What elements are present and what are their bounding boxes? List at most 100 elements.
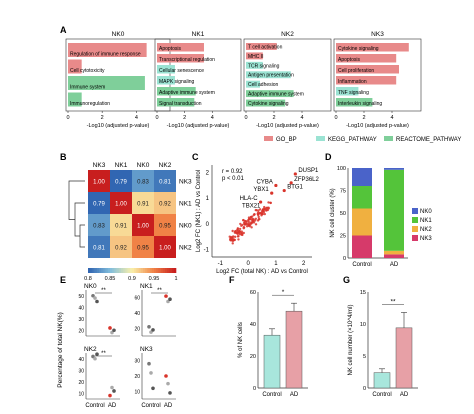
panel-letter-g: G [343, 275, 350, 285]
ad-sample-dot [164, 374, 168, 378]
bar [263, 334, 281, 389]
bar [395, 327, 413, 389]
legend-label: NK0 [420, 209, 432, 215]
heatmap-cell [110, 192, 132, 214]
y-tick-label: 60 [250, 290, 256, 296]
heatmap-cell [110, 170, 132, 192]
heatmap-cell [132, 170, 154, 192]
labeled-gene-point [274, 183, 278, 188]
heatmap-dendrogram [68, 180, 85, 248]
colorbar-segment [110, 268, 113, 273]
colorbar-tick-label: 0.85 [105, 276, 116, 282]
x-category-label: Control [352, 262, 371, 268]
colorbar-segment [149, 268, 153, 273]
colorbar-segment [162, 268, 166, 273]
heatmap-cell-value: 0.91 [137, 202, 149, 208]
panel-a-legend: GO_BP KEGG_PATHWAY REACTOME_PATHWAY [264, 136, 461, 143]
gene-point [247, 220, 251, 224]
dotplot-nk1: NK1 20 40 60 ** [134, 283, 176, 337]
subplot-title: NK2 [84, 346, 97, 353]
ad-sample-dot [112, 389, 116, 393]
colorbar-segment [105, 268, 109, 273]
enrichment-subpanel-nk0: NK0 Regulation of immune response Cell cyt… [65, 31, 171, 129]
colorbar-segment [123, 268, 126, 273]
significance-marker: * [282, 289, 285, 296]
enrichment-term-label: TNF signaling [338, 90, 369, 96]
axis-label-x: -Log10 (adjusted p-value) [346, 123, 409, 129]
significance-marker: ** [157, 288, 162, 294]
panel-letter-f: F [229, 275, 235, 285]
enrichment-bar [336, 65, 399, 74]
axis-label-x: Log2 FC (total NK) : AD vs Control [216, 269, 308, 275]
colorbar-segment [107, 268, 111, 273]
control-sample-dot [95, 299, 99, 304]
x-category-label: AD [390, 262, 399, 268]
enrichment-bar [246, 43, 277, 50]
stacked-bar-segment [352, 168, 372, 186]
gene-point [240, 230, 243, 233]
enrichment-term-label: MHC II [248, 54, 264, 60]
gene-point [266, 206, 269, 210]
colorbar-segment [140, 268, 144, 273]
gene-point [249, 216, 253, 219]
heatmap-cell [132, 214, 154, 236]
heatmap-cell-value: 0.83 [93, 224, 105, 230]
heatmap-cell-value: 0.91 [115, 224, 127, 230]
enrichment-term-label: Antigen presentation [248, 73, 294, 79]
enrichment-bar [68, 43, 147, 57]
colorbar-segment [99, 268, 102, 273]
x-category-label: Control [262, 392, 281, 398]
legend-swatch-kegg [316, 136, 325, 141]
enrichment-term-label: Regulation of immune response [70, 52, 141, 58]
colorbar-segment [112, 268, 115, 273]
axis-label-y: Percentage of total NK(%) [57, 312, 64, 388]
panel-f-nk-percentage: 0 20 40 60 % of NK cells Control AD * [238, 289, 308, 398]
legend-swatch [412, 226, 418, 232]
panel-a-enrichment: NK0 Regulation of immune response Cell cyt… [65, 31, 422, 129]
enrichment-term-label: Cell adhesion [248, 82, 279, 88]
gene-point [236, 227, 240, 230]
ad-sample-dot [108, 326, 112, 330]
gene-point [237, 235, 240, 238]
x-category-label: AD [290, 392, 299, 398]
dotplot-nk2: NK2 10 20 30 40 ** Control AD [78, 346, 120, 409]
gene-point [265, 208, 268, 212]
axis-tick-label: 4 [300, 115, 303, 121]
x-category-label: AD [164, 403, 173, 409]
colorbar-segment [125, 268, 128, 273]
y-tick-label: 0 [206, 222, 210, 228]
y-tick-label: 10 [360, 322, 366, 328]
heatmap-cell-value: 0.92 [115, 246, 127, 252]
panel-g-nk-number: 0 5 10 15 NK cell number (×10^4/ml) Control AD… [348, 290, 418, 398]
ad-sample-dot [168, 297, 172, 302]
x-tick-label: 0 [246, 261, 250, 267]
heatmap-cell-value: 0.81 [159, 180, 171, 186]
labeled-gene-point [259, 200, 263, 204]
y-tick-label: -1 [204, 247, 210, 253]
heatmap-cell-value: 0.81 [93, 246, 105, 252]
ad-sample-dot [110, 385, 114, 390]
ad-sample-dot [108, 393, 112, 398]
colorbar-segment [96, 268, 100, 273]
colorbar-segment [121, 268, 124, 273]
legend-label-kegg: KEGG_PATHWAY [328, 137, 377, 143]
control-sample-dot [147, 325, 151, 329]
enrichment-term-label: Cellular senescence [159, 68, 204, 74]
subplot-title: NK1 [140, 283, 153, 290]
gene-point [260, 212, 264, 215]
y-tick-label: 50 [340, 211, 346, 217]
heatmap-cell-value: 1.00 [159, 246, 171, 252]
panel-letter-d: D [325, 152, 332, 162]
subpanel-frame [333, 38, 422, 112]
enrichment-bar [336, 54, 397, 63]
colorbar-segment [167, 268, 170, 273]
gene-point [252, 221, 256, 224]
subpanel-title: NK1 [192, 31, 205, 38]
gene-point [242, 226, 246, 229]
heatmap-cell-value: 0.83 [137, 180, 149, 186]
heatmap-cell [88, 192, 110, 214]
y-tick-label: 30 [134, 359, 140, 365]
stacked-bar-segment [352, 208, 372, 236]
legend-label: NK3 [420, 236, 432, 242]
